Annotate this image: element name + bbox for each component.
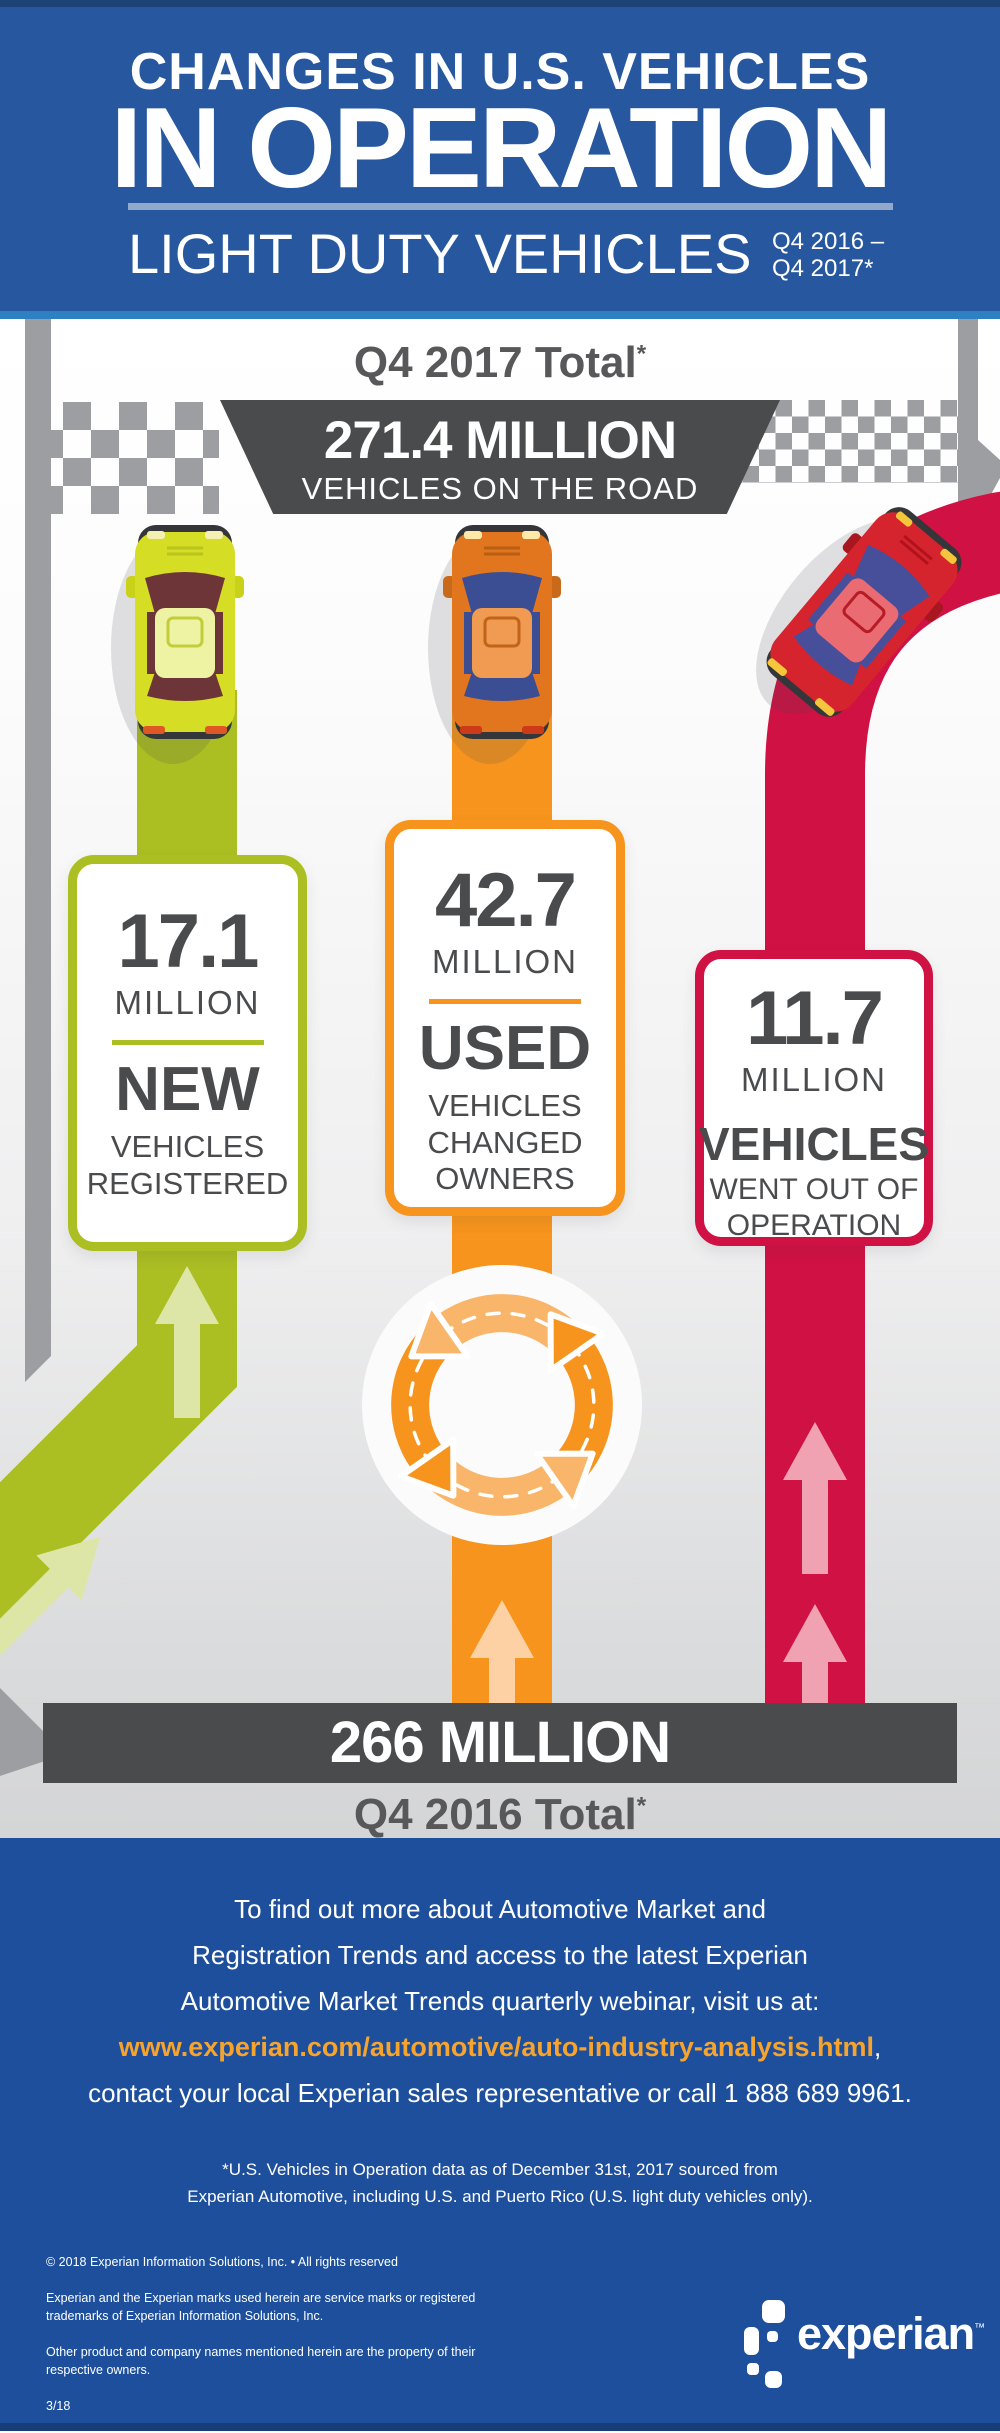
orange-up-arrow-icon <box>470 1600 534 1752</box>
footnote-line2: Experian Automotive, including U.S. and … <box>187 2187 813 2206</box>
experian-logo: experian™ <box>744 2300 985 2400</box>
gray-exit-ribbon-icon <box>958 319 1000 540</box>
cta-line5: contact your local Experian sales repres… <box>88 2078 912 2108</box>
stat-value: 17.1 <box>117 899 260 984</box>
footer: To find out more about Automotive Market… <box>0 1838 1000 2431</box>
top-edge-stripe <box>0 0 1000 7</box>
experian-logo-block <box>762 2300 785 2323</box>
checkered-flag-left-icon <box>35 402 219 514</box>
stat-description: VEHICLES REGISTERED <box>86 1129 289 1201</box>
stat-card-used-vehicles: 42.7 MILLION USED VEHICLES CHANGED OWNER… <box>385 820 625 1216</box>
green-diagonal-arrow-icon <box>0 1537 100 1667</box>
period-line1: Q4 2016 – <box>772 228 885 255</box>
q4-2017-total-banner: 271.4 MILLION VEHICLES ON THE ROAD <box>220 400 780 514</box>
bottom-edge-stripe <box>0 2423 1000 2431</box>
trademark-lines: Experian and the Experian marks used her… <box>46 2291 476 2323</box>
cta-line3: Automotive Market Trends quarterly webin… <box>180 1986 820 2016</box>
orange-car-icon <box>428 525 561 764</box>
page-title-line1: CHANGES IN U.S. VEHICLES <box>129 43 871 101</box>
header: CHANGES IN U.S. VEHICLES IN OPERATION LI… <box>0 0 1000 311</box>
experian-logo-text: experian™ <box>797 2308 985 2359</box>
lane-arrows <box>0 1266 847 1756</box>
gray-road <box>0 319 51 1776</box>
stat-card-out-of-operation: 11.7 MILLION VEHICLES WENT OUT OF OPERAT… <box>695 950 933 1246</box>
date-code: 3/18 <box>46 2399 71 2413</box>
cta-line1: To find out more about Automotive Market… <box>234 1894 766 1924</box>
header-period: Q4 2016 – Q4 2017* <box>772 228 884 282</box>
q4-2016-total-label: Q4 2016 Total* <box>353 1790 647 1839</box>
card-divider <box>111 1040 264 1046</box>
cta-text: To find out more about Automotive Market… <box>0 1886 1000 2116</box>
footnote-line1: *U.S. Vehicles in Operation data as of D… <box>222 2160 778 2179</box>
stat-unit: MILLION <box>740 1061 888 1099</box>
cta-link[interactable]: www.experian.com/automotive/auto-industr… <box>118 2032 874 2062</box>
footnote: *U.S. Vehicles in Operation data as of D… <box>0 2156 1000 2210</box>
trademark-symbol: ™ <box>974 2322 985 2334</box>
stat-keyword: USED <box>418 1014 592 1084</box>
q4-2017-total-value: 271.4 MILLION <box>323 411 677 470</box>
legal-text: © 2018 Experian Information Solutions, I… <box>46 2253 475 2433</box>
stat-value: 42.7 <box>435 858 577 943</box>
q4-2017-total-label: Q4 2017 Total* <box>353 338 647 387</box>
q4-2017-total-caption: VEHICLES ON THE ROAD <box>301 471 699 507</box>
green-up-arrow-icon <box>155 1266 219 1418</box>
header-subtitle: LIGHT DUTY VEHICLES <box>128 222 752 285</box>
period-line2: Q4 2017* <box>772 255 874 282</box>
crimson-up-arrow-icon <box>783 1604 847 1756</box>
stat-keyword: NEW <box>115 1055 260 1125</box>
yellow-car-icon <box>111 525 244 764</box>
red-car-icon <box>756 507 962 717</box>
stat-value: 11.7 <box>746 976 884 1061</box>
header-accent-stripe <box>0 311 1000 319</box>
header-divider <box>128 203 893 210</box>
card-divider <box>429 999 581 1005</box>
stat-unit: MILLION <box>431 943 579 981</box>
stat-description: WENT OUT OF OPERATION <box>709 1173 919 1242</box>
other-marks-lines: Other product and company names mentione… <box>46 2345 476 2377</box>
stat-description: VEHICLES CHANGED OWNERS <box>427 1088 583 1197</box>
experian-logo-block <box>765 2371 782 2388</box>
cta-link-suffix: , <box>873 2032 882 2062</box>
q4-2016-total-banner: 266 MILLION <box>43 1703 957 1783</box>
cta-line4: www.experian.com/automotive/auto-industr… <box>0 2024 1000 2070</box>
stat-unit: MILLION <box>114 984 261 1022</box>
experian-logo-block <box>767 2331 778 2342</box>
stat-keyword: VEHICLES <box>698 1118 930 1171</box>
page-title-line2: IN OPERATION <box>110 85 893 212</box>
experian-logo-block <box>744 2327 759 2355</box>
cta-line2: Registration Trends and access to the la… <box>192 1940 808 1970</box>
stat-card-new-vehicles: 17.1 MILLION NEW VEHICLES REGISTERED <box>68 855 307 1251</box>
copyright-line: © 2018 Experian Information Solutions, I… <box>46 2255 398 2269</box>
crimson-up-arrow-icon <box>783 1422 847 1574</box>
recycle-roundabout-icon <box>362 1265 642 1545</box>
experian-logo-block <box>747 2363 759 2375</box>
